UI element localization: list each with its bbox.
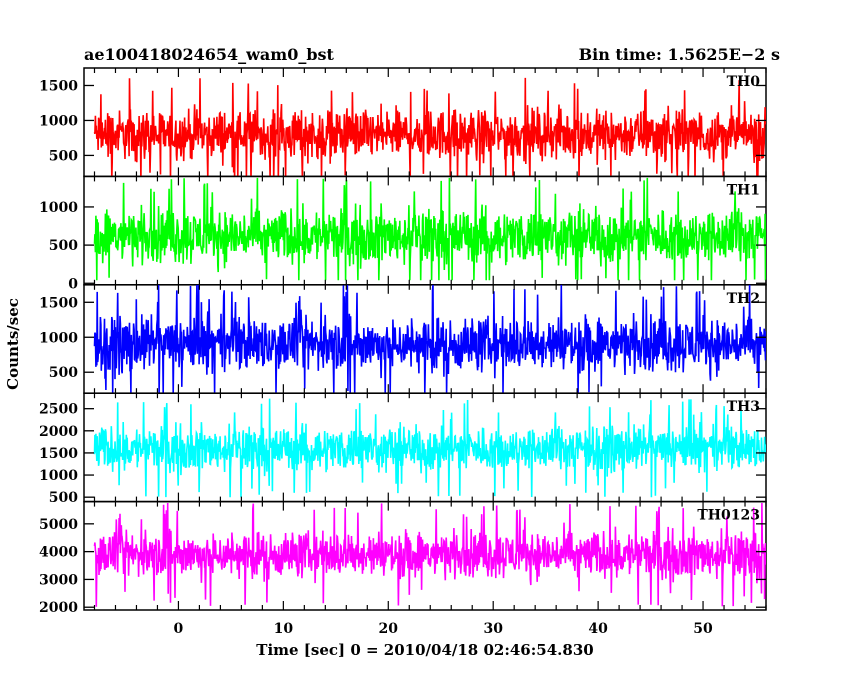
panel-label-th2: TH2 bbox=[727, 291, 760, 307]
y-tick-label: 500 bbox=[49, 365, 78, 381]
y-tick-label: 500 bbox=[49, 490, 78, 506]
panel-label-th0123: TH0123 bbox=[697, 508, 760, 524]
title-right: Bin time: 1.5625E−2 s bbox=[579, 45, 780, 64]
title-left: ae100418024654_wam0_bst bbox=[84, 45, 335, 64]
panel-th2: 500 1000 1500 TH2 bbox=[39, 284, 767, 394]
y-tick-label: 500 bbox=[49, 238, 78, 254]
y-tick-label: 1500 bbox=[39, 446, 78, 462]
panel-label-th3: TH3 bbox=[727, 399, 760, 415]
y-tick-label: 2000 bbox=[39, 600, 78, 616]
x-tick-label: 50 bbox=[693, 621, 713, 637]
panel-th0123: 2000 3000 4000 5000 TH0123 bbox=[39, 500, 767, 616]
y-tick-label: 0 bbox=[68, 276, 78, 292]
panel-th1: 0 500 1000 TH1 bbox=[39, 175, 767, 292]
x-axis-label: Time [sec] 0 = 2010/04/18 02:46:54.830 bbox=[256, 641, 593, 659]
series-th0123 bbox=[93, 502, 766, 607]
panel-th3: 500 1000 1500 2000 2500 TH3 bbox=[39, 392, 767, 506]
y-tick-label: 1000 bbox=[39, 200, 78, 216]
y-tick-label: 1000 bbox=[39, 468, 78, 484]
series-th3 bbox=[93, 398, 766, 498]
y-tick-label: 4000 bbox=[39, 545, 78, 561]
panel-label-th0: TH0 bbox=[727, 74, 761, 90]
x-tick-label: 10 bbox=[274, 621, 294, 637]
x-tick-label: 20 bbox=[379, 621, 399, 637]
y-tick-label: 1000 bbox=[39, 330, 78, 346]
y-tick-label: 1000 bbox=[39, 113, 78, 129]
panel-th0: 500 1000 1500 TH0 bbox=[39, 67, 767, 178]
panel-label-th1: TH1 bbox=[727, 182, 760, 198]
y-tick-label: 5000 bbox=[39, 517, 78, 533]
x-tick-labels: 0 10 20 30 40 50 bbox=[174, 621, 713, 637]
x-tick-label: 30 bbox=[483, 621, 503, 637]
series-th1 bbox=[93, 177, 766, 281]
y-tick-label: 1500 bbox=[39, 295, 78, 311]
y-axis-label: Counts/sec bbox=[4, 298, 22, 390]
y-tick-label: 2500 bbox=[39, 402, 78, 418]
y-tick-label: 2000 bbox=[39, 424, 78, 440]
y-tick-label: 500 bbox=[49, 148, 78, 164]
series-th2 bbox=[93, 284, 766, 394]
x-tick-label: 0 bbox=[174, 621, 184, 637]
y-tick-label: 3000 bbox=[39, 572, 78, 588]
x-tick-label: 40 bbox=[588, 621, 608, 637]
y-tick-label: 1500 bbox=[39, 78, 78, 94]
series-th0 bbox=[93, 77, 766, 177]
